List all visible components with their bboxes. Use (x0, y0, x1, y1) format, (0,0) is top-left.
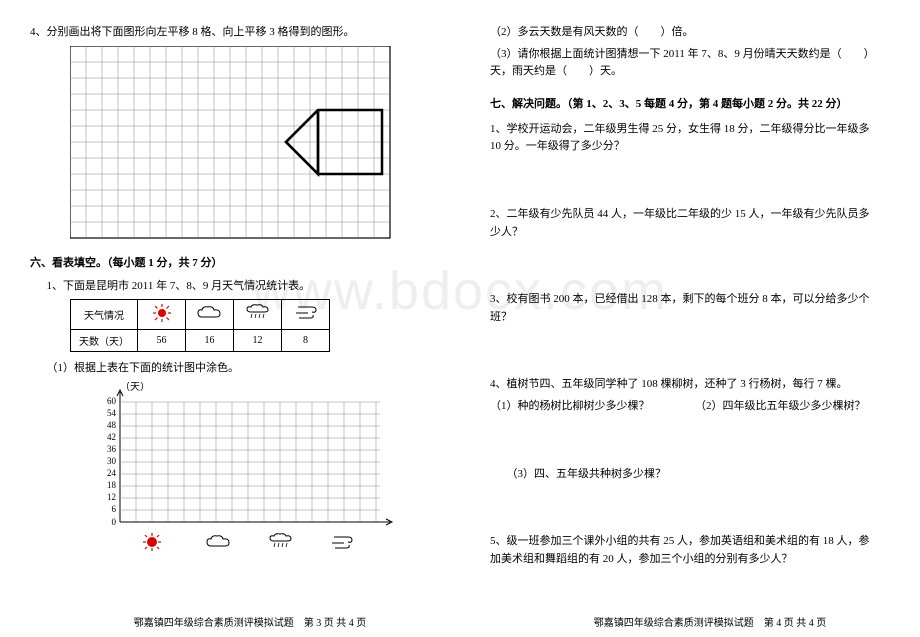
q4-text: 4、分别画出将下面图形向左平移 8 格、向上平移 3 格得到的图形。 (30, 24, 420, 42)
p2: 2、二年级有少先队员 44 人，一年级比二年级的少 15 人，一年级有少先队员多… (490, 206, 880, 241)
svg-text:18: 18 (107, 480, 117, 490)
r-q3: （3）请你根据上面统计图猜想一下 2011 年 7、8、9 月份晴天天数约是（ … (490, 46, 880, 81)
footer-right: 鄂嘉镇四年级综合素质测评模拟试题 第 4 页 共 4 页 (490, 614, 920, 629)
translation-grid (70, 46, 410, 246)
page-left: 4、分别画出将下面图形向左平移 8 格、向上平移 3 格得到的图形。 (0, 0, 440, 637)
svg-text:54: 54 (107, 408, 117, 418)
p5: 5、级一班参加三个课外小组的共有 25 人，参加英语组和美术组的有 18 人，参… (490, 533, 880, 568)
cloudy-icon (186, 300, 234, 330)
windy-icon (282, 300, 330, 330)
table-row1-label: 天气情况 (71, 300, 138, 330)
svg-text:24: 24 (107, 468, 117, 478)
table-val-3: 8 (282, 330, 330, 352)
y-axis-label: （天） (120, 382, 150, 393)
section6-sub1: 1、下面是昆明市 2011 年 7、8、9 月天气情况统计表。 (30, 278, 420, 296)
p1: 1、学校开运动会，二年级男生得 25 分，女生得 18 分，二年级得分比一年级多… (490, 121, 880, 156)
svg-text:12: 12 (107, 492, 116, 502)
r-q2: （2）多云天数是有风天数的（ ）倍。 (490, 24, 880, 42)
page-right: （2）多云天数是有风天数的（ ）倍。 （3）请你根据上面统计图猜想一下 2011… (460, 0, 900, 637)
svg-text:48: 48 (107, 420, 117, 430)
p4: 4、植树节四、五年级同学种了 108 棵柳树，还种了 3 行杨树，每行 7 棵。 (490, 376, 880, 394)
svg-text:36: 36 (107, 444, 117, 454)
svg-text:60: 60 (107, 396, 117, 406)
section6-title: 六、看表填空。（每小题 1 分，共 7 分） (30, 254, 420, 270)
rainy-icon (234, 300, 282, 330)
p3: 3、校有图书 200 本，已经借出 128 本，剩下的每个班分 8 本，可以分给… (490, 291, 880, 326)
p4-3: （3）四、五年级共种树多少棵？ (490, 466, 880, 484)
weather-table: 天气情况 天数（天） 56 16 12 8 (70, 299, 330, 352)
table-val-1: 16 (186, 330, 234, 352)
p4-sub: （1）种的杨树比柳树少多少棵？ （2）四年级比五年级少多少棵树？ (490, 398, 880, 416)
footer-left: 鄂嘉镇四年级综合素质测评模拟试题 第 3 页 共 4 页 (30, 614, 470, 629)
sunny-icon (138, 300, 186, 330)
p4-2: （2）四年级比五年级少多少棵树？ (695, 400, 866, 412)
svg-text:42: 42 (107, 432, 116, 442)
table-val-2: 12 (234, 330, 282, 352)
svg-text:6: 6 (112, 504, 117, 514)
p4-1: （1）种的杨树比柳树少多少棵？ (490, 400, 650, 412)
section7-title: 七、解决问题。（第 1、2、3、5 每题 4 分，第 4 题每小题 2 分。共 … (490, 95, 880, 111)
chart-instruction: （1）根据上表在下面的统计图中涂色。 (30, 360, 420, 378)
svg-text:0: 0 (112, 517, 117, 527)
bar-chart-grid: （天） 605448 423630 241812 60 (90, 382, 410, 572)
table-row2-label: 天数（天） (71, 330, 138, 352)
table-val-0: 56 (138, 330, 186, 352)
svg-text:30: 30 (107, 456, 117, 466)
